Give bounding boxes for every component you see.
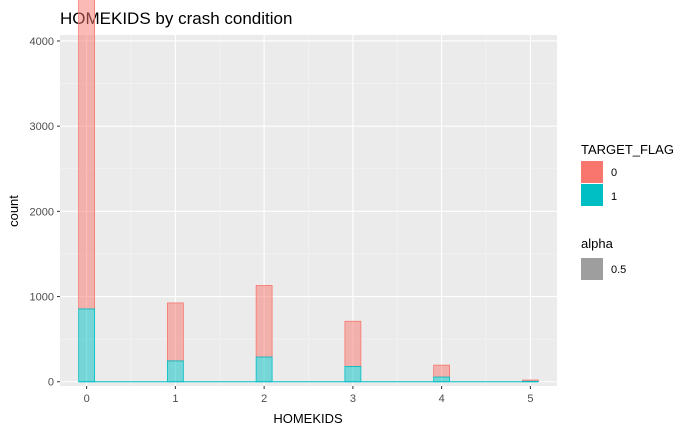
y-tick-label: 2000 xyxy=(30,206,54,218)
x-tick-label: 5 xyxy=(527,393,533,405)
legend-alpha-title: alpha xyxy=(581,236,614,251)
bar-target-1-x3 xyxy=(344,366,362,383)
bar-target-1-x4 xyxy=(433,376,451,383)
y-tick-label: 1000 xyxy=(30,292,54,304)
legend-label-alpha: 0.5 xyxy=(611,264,626,276)
bar-target-0-x1 xyxy=(166,302,184,362)
legend-label-1: 1 xyxy=(611,191,617,203)
legend-key-0 xyxy=(581,161,603,183)
y-tick-label: 3000 xyxy=(30,121,54,133)
bar-target-0-x0 xyxy=(78,0,96,310)
bars xyxy=(78,0,539,383)
legend-key-1 xyxy=(581,184,603,206)
legend: TARGET_FLAG 0 1 alpha 0.5 xyxy=(581,142,674,280)
y-tick-labels: 0 1000 2000 3000 4000 xyxy=(30,36,60,389)
bar-target-1-x2 xyxy=(255,356,273,383)
x-tick-label: 0 xyxy=(84,393,90,405)
legend-key-alpha xyxy=(581,258,603,280)
x-tick-label: 3 xyxy=(350,393,356,405)
x-tick-label: 2 xyxy=(261,393,267,405)
y-tick-label: 0 xyxy=(48,377,54,389)
x-tick-label: 1 xyxy=(172,393,178,405)
legend-label-0: 0 xyxy=(611,167,617,179)
y-tick-label: 4000 xyxy=(30,36,54,48)
bar-target-0-x2 xyxy=(255,285,273,358)
x-axis-title: HOMEKIDS xyxy=(273,411,343,426)
bar-target-0-x3 xyxy=(344,320,362,367)
y-axis-title: count xyxy=(6,195,21,227)
x-tick-label: 4 xyxy=(439,393,445,405)
bar-target-1-x1 xyxy=(166,360,184,383)
bar-target-0-x4 xyxy=(433,364,451,378)
bar-target-1-x0 xyxy=(78,308,96,383)
x-tick-labels: 0 1 2 3 4 5 xyxy=(84,386,533,405)
legend-fill-title: TARGET_FLAG xyxy=(581,142,674,157)
chart-title: HOMEKIDS by crash condition xyxy=(60,9,292,28)
